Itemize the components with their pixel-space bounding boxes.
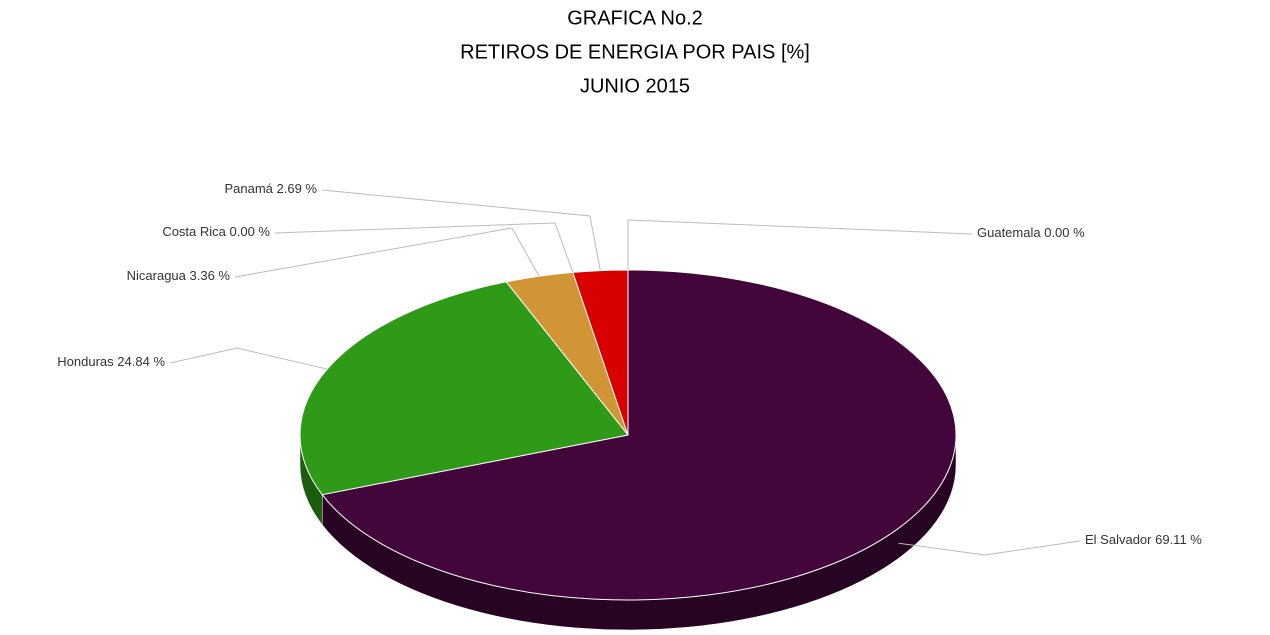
label-value: 69.11 %: [1155, 532, 1202, 547]
data-label: Nicaragua 3.36 %: [127, 268, 231, 283]
data-label: Guatemala 0.00 %: [977, 225, 1085, 240]
label-value: 3.36 %: [190, 268, 231, 283]
label-value: 2.69 %: [277, 181, 318, 196]
chart-subtitle: RETIROS DE ENERGIA POR PAIS [%]: [460, 41, 810, 63]
leader-line: [321, 189, 601, 271]
leader-line: [627, 219, 973, 270]
label-value: 24.84 %: [117, 354, 165, 369]
data-label: Panamá 2.69 %: [224, 181, 317, 196]
label-category: Costa Rica: [162, 224, 226, 239]
leader-line: [898, 540, 1081, 556]
label-value: 0.00 %: [230, 224, 271, 239]
leader-line: [234, 227, 540, 278]
pie-slice: [321, 269, 957, 601]
label-category: El Salvador: [1085, 532, 1152, 547]
chart-title: GRAFICA No.2: [567, 7, 703, 29]
data-label: El Salvador 69.11 %: [1085, 532, 1202, 547]
label-category: Nicaragua: [127, 268, 187, 283]
leader-line: [274, 222, 574, 273]
label-category: Guatemala: [977, 225, 1041, 240]
chart-date: JUNIO 2015: [580, 75, 690, 97]
data-label: Costa Rica 0.00 %: [162, 224, 270, 239]
label-category: Panamá: [224, 181, 273, 196]
label-value: 0.00 %: [1044, 225, 1085, 240]
leader-line: [169, 347, 328, 370]
data-label: Honduras 24.84 %: [57, 354, 165, 369]
label-category: Honduras: [57, 354, 114, 369]
